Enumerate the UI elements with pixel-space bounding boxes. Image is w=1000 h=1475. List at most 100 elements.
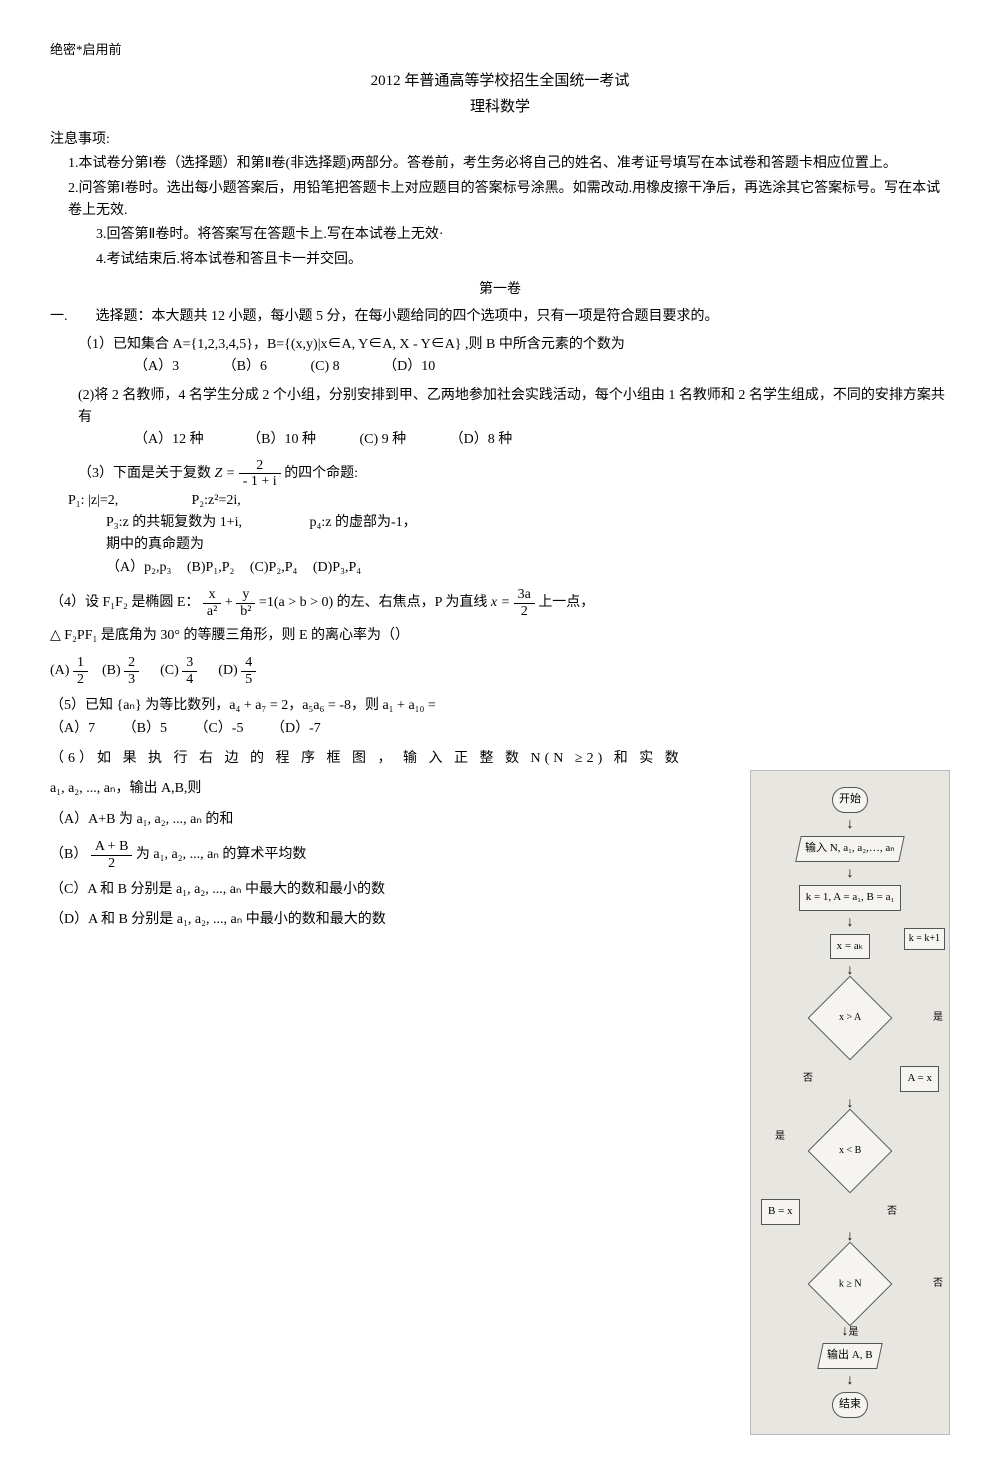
fc-yes3: 是 — [849, 1327, 859, 1338]
q3-suffix: 的四个命题: — [284, 466, 358, 481]
q4-frac1: x a² — [203, 587, 221, 619]
q4-frac2-num: y — [236, 587, 255, 603]
q3-opt-b: (B)P₁,P₂ — [187, 560, 235, 575]
q5-opt-c: （C）-5 — [194, 721, 243, 736]
q4-opt-b-label: (B) — [102, 664, 121, 679]
question-5: （5）已知 {aₙ} 为等比数列，a₄ + a₇ = 2，a₅a₆ = -8，则… — [50, 695, 950, 740]
q4-opt-d-label: (D) — [218, 664, 237, 679]
instruction-1: 1.本试卷分第Ⅰ卷（选择题）和第Ⅱ卷(非选择题)两部分。答卷前，考生务必将自己的… — [68, 153, 950, 175]
q3-frac-den: - 1 + i — [239, 474, 281, 489]
q3-opt-c: (C)P₂,P₄ — [250, 560, 298, 575]
fc-yes1: 是 — [933, 1010, 943, 1026]
q3-p5: 期中的真命题为 — [106, 534, 950, 556]
q4-line2: △ F₂PF₁ 是底角为 30° 的等腰三角形，则 E 的离心率为（） — [50, 625, 950, 647]
q4-frac3: 3a 2 — [514, 587, 535, 619]
q1-opt-c: (C) 8 — [310, 356, 339, 378]
exam-title: 2012 年普通高等学校招生全国统一考试 — [50, 69, 950, 93]
q1-text: （1）已知集合 A={1,2,3,4,5}，B={(x,y)|x∈A, Y∈A,… — [78, 334, 950, 356]
fc-cond1: x > A — [808, 976, 893, 1061]
flowchart: 开始 ↓ 输入 N, a₁, a₂,…, aₙ ↓ k = 1, A = a₁,… — [750, 770, 950, 1434]
q4-opt-a-label: (A) — [50, 664, 69, 679]
arrow-icon: ↓ — [755, 1375, 945, 1386]
q6-optb-frac: A + B 2 — [91, 839, 133, 871]
q6-text: （6）如 果 执 行 右 边 的 程 序 框 图 ， 输 入 正 整 数 N(N… — [50, 748, 950, 770]
arrow-icon: ↓ — [755, 819, 945, 830]
fc-no1: 否 — [803, 1071, 813, 1087]
q4-opt-c-frac: 34 — [182, 655, 197, 687]
q1-options: （A）3 （B）6 (C) 8 （D）10 — [134, 356, 950, 378]
q4-opt-c-label: (C) — [160, 664, 179, 679]
q1-opt-d: （D）10 — [383, 356, 435, 378]
question-2: (2)将 2 名教师，4 名学生分成 2 个小组，分别安排到甲、乙两地参加社会实… — [78, 385, 950, 452]
question-3: （3）下面是关于复数 Z = 2 - 1 + i 的四个命题: P₁: |z|=… — [78, 458, 950, 579]
q2-opt-b: （B）10 种 — [247, 429, 316, 451]
fc-end: 结束 — [832, 1392, 868, 1418]
question-6: （6）如 果 执 行 右 边 的 程 序 框 图 ， 输 入 正 整 数 N(N… — [50, 748, 950, 770]
q6-optb-post: 为 a₁, a₂, ..., aₙ 的算术平均数 — [136, 847, 306, 862]
q3-p3: P₃:z 的共轭复数为 1+i, — [106, 512, 306, 534]
q4-plus: + — [225, 595, 236, 610]
q5-text: （5）已知 {aₙ} 为等比数列，a₄ + a₇ = 2，a₅a₆ = -8，则… — [50, 695, 950, 717]
q6-text2: a₁, a₂, ..., aₙ，输出 A,B,则 — [50, 778, 740, 800]
q4-frac1-num: x — [203, 587, 221, 603]
fc-assign-b: B = x — [761, 1199, 800, 1225]
q5-opt-a: （A）7 — [50, 721, 95, 736]
q4-frac2: y b² — [236, 587, 255, 619]
q3-p4: p₄:z 的虚部为-1， — [310, 515, 417, 530]
arrow-icon: ↓ — [755, 868, 945, 879]
fc-yes2: 是 — [775, 1129, 785, 1145]
q1-opt-b: （B）6 — [223, 356, 267, 378]
arrow-icon: ↓ — [755, 1098, 945, 1109]
q4-frac1-den: a² — [203, 604, 221, 619]
q4-xeq: x = — [491, 595, 514, 610]
instructions-block: 1.本试卷分第Ⅰ卷（选择题）和第Ⅱ卷(非选择题)两部分。答卷前，考生务必将自己的… — [68, 153, 950, 271]
q4-opt-b-frac: 23 — [124, 655, 139, 687]
fc-output: 输出 A, B — [818, 1343, 883, 1369]
q6-opt-a: （A）A+B 为 a₁, a₂, ..., aₙ 的和 — [50, 809, 740, 831]
q6-opt-b: （B） A + B 2 为 a₁, a₂, ..., aₙ 的算术平均数 — [50, 839, 740, 871]
fc-init: k = 1, A = a₁, B = a₁ — [799, 885, 902, 911]
arrow-icon: ↓ — [755, 917, 945, 928]
q2-text: (2)将 2 名教师，4 名学生分成 2 个小组，分别安排到甲、乙两地参加社会实… — [78, 385, 950, 430]
q5-options: （A）7 （B）5 （C）-5 （D）-7 — [50, 718, 950, 740]
q3-p2: P₂:z²=2i, — [192, 493, 241, 508]
q3-options: （A）p₂,p₃ (B)P₁,P₂ (C)P₂,P₄ (D)P₃,P₄ — [106, 557, 950, 579]
q4-opt-d-frac: 45 — [241, 655, 256, 687]
q2-opt-a: （A）12 种 — [134, 429, 204, 451]
q4-frac3-num: 3a — [514, 587, 535, 603]
q3-p1: P₁: |z|=2, — [68, 490, 188, 512]
instruction-3: 3.回答第Ⅱ卷时。将答案写在答题卡上.写在本试卷上无效· — [96, 224, 950, 246]
q4-frac2-den: b² — [236, 604, 255, 619]
q6-opt-c: （C）A 和 B 分别是 a₁, a₂, ..., aₙ 中最大的数和最小的数 — [50, 879, 740, 901]
section1-intro: 一. 选择题：本大题共 12 小题，每小题 5 分，在每小题给同的四个选项中，只… — [50, 306, 950, 328]
arrow-icon: ↓ — [755, 1231, 945, 1242]
q3-opt-a: （A）p₂,p₃ — [106, 560, 171, 575]
part1-title: 第一卷 — [50, 279, 950, 301]
q6-optb-pre: （B） — [50, 847, 87, 862]
q2-opt-c: (C) 9 种 — [359, 429, 406, 451]
question-4: （4）设 F₁F₂ 是椭圆 E： x a² + y b² =1(a > b > … — [50, 587, 950, 687]
q1-opt-a: （A）3 — [134, 356, 179, 378]
q4-line1a: （4）设 F₁F₂ 是椭圆 E： — [50, 595, 199, 610]
q5-opt-d: （D）-7 — [271, 721, 321, 736]
q3-frac-num: 2 — [239, 458, 281, 474]
fc-start: 开始 — [832, 787, 868, 813]
q2-opt-d: （D）8 种 — [450, 429, 513, 451]
fc-no2: 否 — [887, 1204, 897, 1220]
q4-opt-a-frac: 12 — [73, 655, 88, 687]
q3-opt-d: (D)P₃,P₄ — [313, 560, 361, 575]
q4-options: (A) 12 (B) 23 (C) 34 (D) 45 — [50, 655, 950, 687]
q3-fraction: 2 - 1 + i — [239, 458, 281, 490]
q4-line1b: =1(a > b > 0) 的左、右焦点，P 为直线 — [259, 595, 491, 610]
fc-loop-inc: k = k+1 — [904, 928, 945, 950]
q5-opt-b: （B）5 — [123, 721, 167, 736]
instruction-2: 2.问答第Ⅰ卷时。选出每小题答案后，用铅笔把答题卡上对应题目的答案标号涂黑。如需… — [68, 178, 950, 223]
fc-cond3: k ≥ N — [808, 1242, 893, 1327]
arrow-icon: ↓是 — [755, 1326, 945, 1337]
fc-input: 输入 N, a₁, a₂,…, aₙ — [795, 836, 904, 862]
question-1: （1）已知集合 A={1,2,3,4,5}，B={(x,y)|x∈A, Y∈A,… — [78, 334, 950, 379]
fc-no3: 否 — [933, 1276, 943, 1292]
q3-prefix: （3）下面是关于复数 — [78, 466, 215, 481]
q2-options: （A）12 种 （B）10 种 (C) 9 种 （D）8 种 — [134, 429, 950, 451]
q4-frac3-den: 2 — [514, 604, 535, 619]
